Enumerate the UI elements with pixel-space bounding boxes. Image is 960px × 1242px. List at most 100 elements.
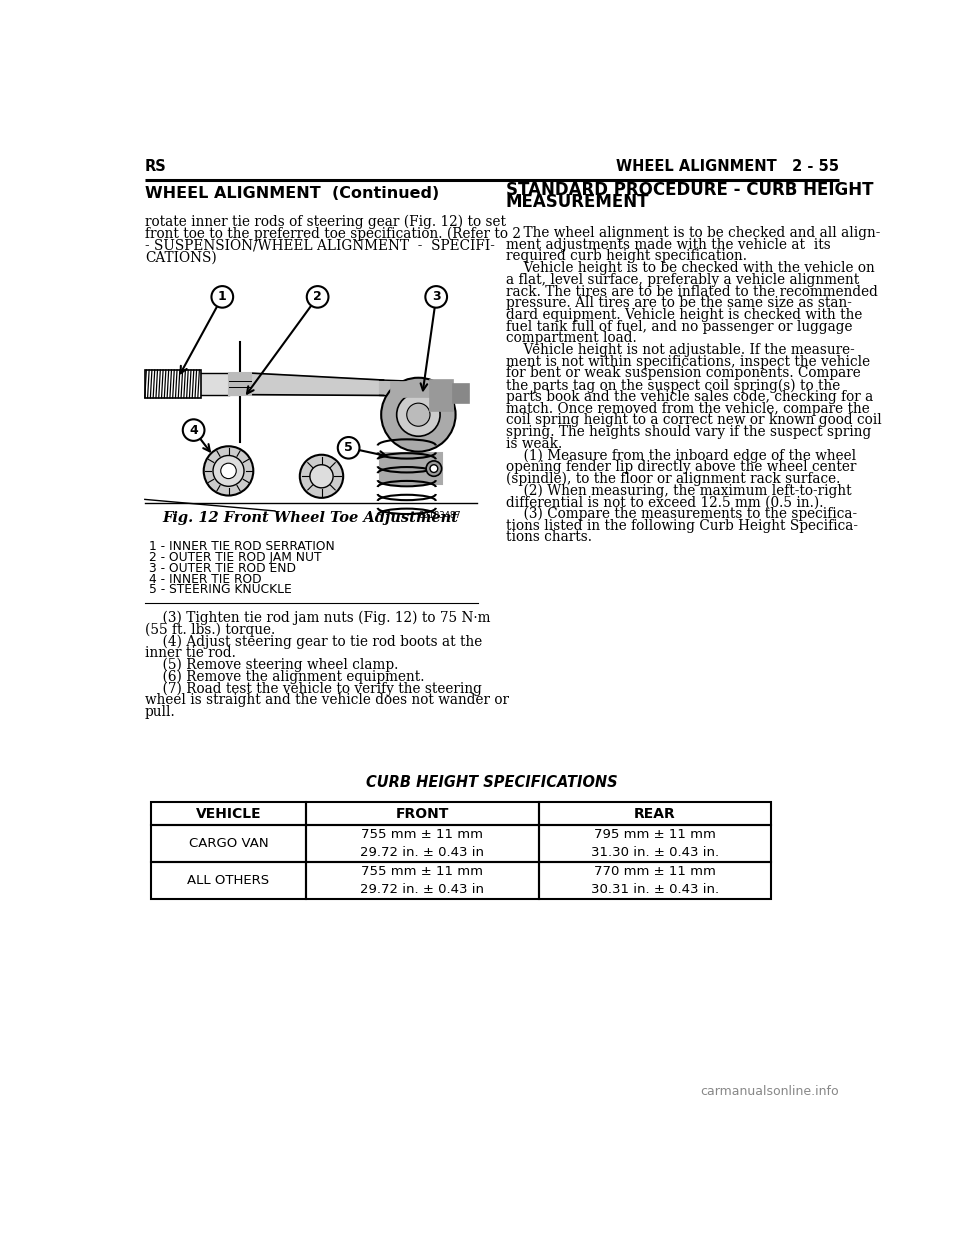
Text: Vehicle height is to be checked with the vehicle on: Vehicle height is to be checked with the… (506, 261, 875, 276)
Text: 755 mm ± 11 mm
29.72 in. ± 0.43 in: 755 mm ± 11 mm 29.72 in. ± 0.43 in (360, 828, 484, 859)
Circle shape (338, 437, 359, 458)
Bar (306, 862, 539, 899)
Bar (453, 384, 468, 404)
Text: 5 - STEERING KNUCKLE: 5 - STEERING KNUCKLE (149, 584, 292, 596)
Text: 770 mm ± 11 mm
30.31 in. ± 0.43 in.: 770 mm ± 11 mm 30.31 in. ± 0.43 in. (590, 864, 719, 895)
Text: (4) Adjust steering gear to tie rod boots at the: (4) Adjust steering gear to tie rod boot… (145, 635, 482, 648)
Text: MEASUREMENT: MEASUREMENT (506, 194, 650, 211)
Text: 2: 2 (313, 291, 322, 303)
Bar (379, 453, 442, 484)
Text: (7) Road test the vehicle to verify the steering: (7) Road test the vehicle to verify the … (145, 682, 482, 696)
Circle shape (425, 286, 447, 308)
Text: pressure. All tires are to be the same size as stan-: pressure. All tires are to be the same s… (506, 297, 852, 310)
Text: RS: RS (145, 159, 166, 174)
Polygon shape (251, 373, 383, 395)
Polygon shape (379, 380, 430, 397)
Text: for bent or weak suspension components. Compare: for bent or weak suspension components. … (506, 366, 861, 380)
Text: spring. The heights should vary if the suspect spring: spring. The heights should vary if the s… (506, 425, 872, 438)
Text: CATIONS): CATIONS) (145, 251, 217, 265)
Bar (539, 862, 771, 899)
Bar (151, 802, 306, 825)
Text: dard equipment. Vehicle height is checked with the: dard equipment. Vehicle height is checke… (506, 308, 862, 322)
Text: differential is not to exceed 12.5 mm (0.5 in.).: differential is not to exceed 12.5 mm (0… (506, 496, 824, 509)
Circle shape (407, 404, 430, 426)
Circle shape (204, 446, 253, 496)
Text: compartment load.: compartment load. (506, 332, 636, 345)
Text: (2) When measuring, the maximum left-to-right: (2) When measuring, the maximum left-to-… (506, 483, 852, 498)
Circle shape (430, 465, 438, 472)
Circle shape (396, 394, 440, 436)
Text: Fig. 12 Front Wheel Toe Adjustment: Fig. 12 Front Wheel Toe Adjustment (162, 510, 458, 525)
Text: 755 mm ± 11 mm
29.72 in. ± 0.43 in: 755 mm ± 11 mm 29.72 in. ± 0.43 in (360, 864, 484, 895)
Text: the parts tag on the suspect coil spring(s) to the: the parts tag on the suspect coil spring… (506, 379, 840, 392)
Bar (306, 825, 539, 862)
Text: 3: 3 (432, 291, 441, 303)
Text: fuel tank full of fuel, and no passenger or luggage: fuel tank full of fuel, and no passenger… (506, 319, 852, 334)
Text: The wheel alignment is to be checked and all align-: The wheel alignment is to be checked and… (506, 226, 880, 240)
Text: pull.: pull. (145, 704, 176, 719)
Text: (1) Measure from the inboard edge of the wheel: (1) Measure from the inboard edge of the… (506, 448, 856, 463)
Text: CURB HEIGHT SPECIFICATIONS: CURB HEIGHT SPECIFICATIONS (366, 775, 618, 790)
Text: (3) Tighten tie rod jam nuts (Fig. 12) to 75 N·m: (3) Tighten tie rod jam nuts (Fig. 12) t… (145, 611, 491, 626)
Text: coil spring height to a correct new or known good coil: coil spring height to a correct new or k… (506, 414, 881, 427)
Text: rack. The tires are to be inflated to the recommended: rack. The tires are to be inflated to th… (506, 284, 877, 298)
Text: ment is not within specifications, inspect the vehicle: ment is not within specifications, inspe… (506, 355, 870, 369)
Bar (229, 373, 251, 395)
Text: match. Once removed from the vehicle, compare the: match. Once removed from the vehicle, co… (506, 401, 870, 416)
Bar (539, 825, 771, 862)
Text: (55 ft. lbs.) torque.: (55 ft. lbs.) torque. (145, 622, 276, 637)
Circle shape (381, 378, 456, 452)
Circle shape (426, 461, 442, 476)
Text: 80183487: 80183487 (419, 510, 461, 520)
Bar (151, 825, 306, 862)
Text: tions listed in the following Curb Height Specifica-: tions listed in the following Curb Heigh… (506, 519, 858, 533)
Text: (5) Remove steering wheel clamp.: (5) Remove steering wheel clamp. (145, 658, 398, 672)
Text: VEHICLE: VEHICLE (196, 806, 261, 821)
Text: 1 - INNER TIE ROD SERRATION: 1 - INNER TIE ROD SERRATION (149, 540, 334, 553)
Text: STANDARD PROCEDURE - CURB HEIGHT: STANDARD PROCEDURE - CURB HEIGHT (506, 181, 874, 199)
Bar (392, 381, 430, 397)
Text: (3) Compare the measurements to the specifica-: (3) Compare the measurements to the spec… (506, 507, 857, 522)
Text: 3 - OUTER TIE ROD END: 3 - OUTER TIE ROD END (149, 561, 296, 575)
Circle shape (221, 463, 236, 478)
Text: Vehicle height is not adjustable. If the measure-: Vehicle height is not adjustable. If the… (506, 343, 854, 358)
Circle shape (213, 456, 244, 487)
Text: inner tie rod.: inner tie rod. (145, 646, 235, 661)
Text: is weak.: is weak. (506, 437, 563, 451)
Text: REAR: REAR (634, 806, 676, 821)
Text: 4 - INNER TIE ROD: 4 - INNER TIE ROD (149, 573, 261, 585)
Circle shape (182, 420, 204, 441)
Text: wheel is straight and the vehicle does not wander or: wheel is straight and the vehicle does n… (145, 693, 509, 707)
Text: opening fender lip directly above the wheel center: opening fender lip directly above the wh… (506, 460, 856, 474)
Bar (430, 380, 453, 411)
Text: (6) Remove the alignment equipment.: (6) Remove the alignment equipment. (145, 669, 424, 684)
Text: WHEEL ALIGNMENT  (Continued): WHEEL ALIGNMENT (Continued) (145, 186, 439, 201)
Text: carmanualsonline.info: carmanualsonline.info (701, 1084, 839, 1098)
Circle shape (310, 465, 333, 488)
Text: 2 - OUTER TIE ROD JAM NUT: 2 - OUTER TIE ROD JAM NUT (149, 551, 322, 564)
Text: CARGO VAN: CARGO VAN (189, 837, 268, 850)
Bar (151, 862, 306, 899)
Text: 4: 4 (189, 424, 198, 437)
Bar (145, 370, 202, 397)
Bar (539, 802, 771, 825)
Text: required curb height specification.: required curb height specification. (506, 250, 747, 263)
Text: 1: 1 (218, 291, 227, 303)
Text: front toe to the preferred toe specification. (Refer to 2: front toe to the preferred toe specifica… (145, 226, 520, 241)
Bar (202, 373, 240, 395)
Text: (spindle), to the floor or alignment rack surface.: (spindle), to the floor or alignment rac… (506, 472, 840, 486)
Text: parts book and the vehicle sales code, checking for a: parts book and the vehicle sales code, c… (506, 390, 874, 404)
Text: ment adjustments made with the vehicle at  its: ment adjustments made with the vehicle a… (506, 237, 830, 252)
Text: WHEEL ALIGNMENT   2 - 55: WHEEL ALIGNMENT 2 - 55 (616, 159, 839, 174)
Text: rotate inner tie rods of steering gear (Fig. 12) to set: rotate inner tie rods of steering gear (… (145, 215, 506, 229)
Text: ALL OTHERS: ALL OTHERS (187, 874, 270, 887)
Circle shape (211, 286, 233, 308)
Text: tions charts.: tions charts. (506, 530, 592, 544)
Text: a flat, level surface, preferably a vehicle alignment: a flat, level surface, preferably a vehi… (506, 273, 859, 287)
Text: - SUSPENSION/WHEEL ALIGNMENT  -  SPECIFI-: - SUSPENSION/WHEEL ALIGNMENT - SPECIFI- (145, 238, 494, 252)
Text: 795 mm ± 11 mm
31.30 in. ± 0.43 in.: 795 mm ± 11 mm 31.30 in. ± 0.43 in. (590, 828, 719, 859)
Text: 5: 5 (345, 441, 353, 455)
Circle shape (307, 286, 328, 308)
Bar (306, 802, 539, 825)
Text: FRONT: FRONT (396, 806, 449, 821)
